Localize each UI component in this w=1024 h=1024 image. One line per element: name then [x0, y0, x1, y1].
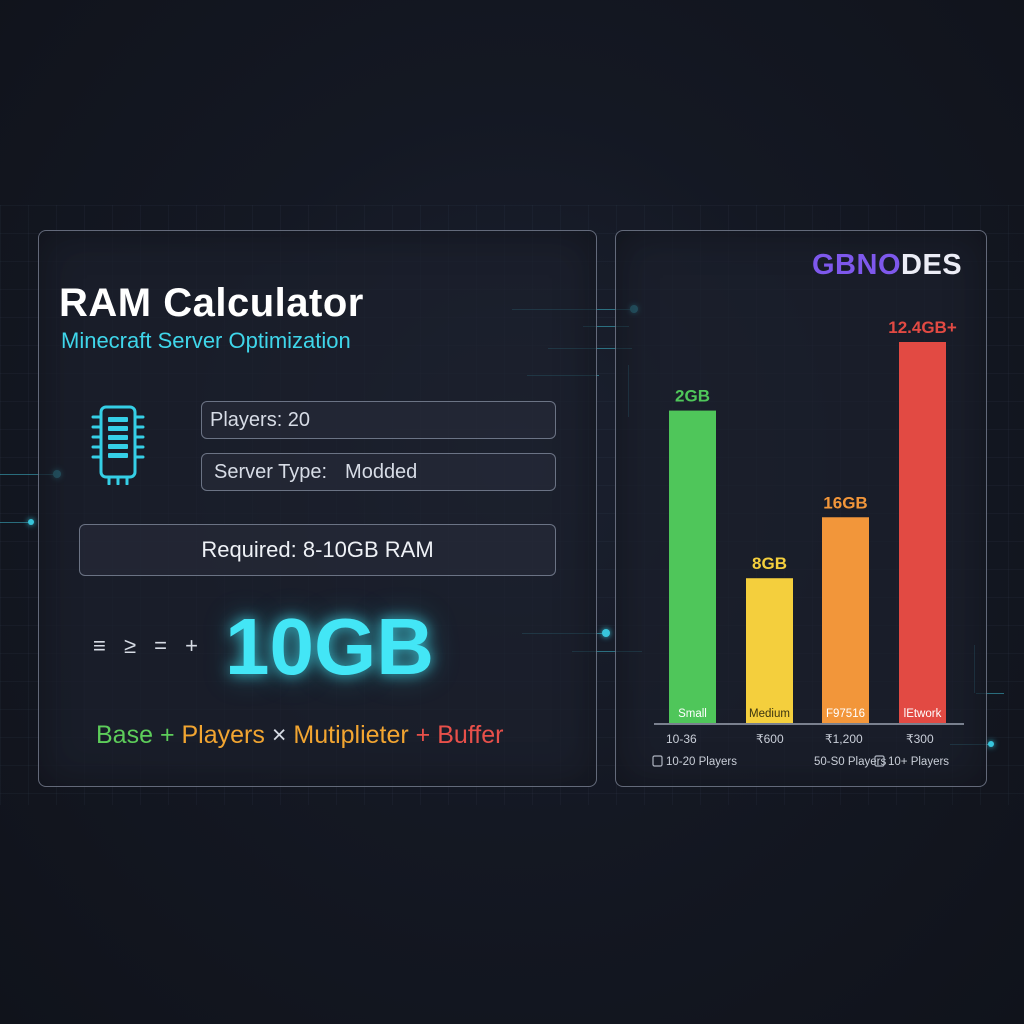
plan-players-label: 10+ Players: [888, 756, 949, 768]
operator-symbols: ≡ ≥ = +: [93, 633, 204, 658]
formula-plus: +: [159, 721, 175, 749]
plan-price-label: 10-36: [666, 732, 697, 746]
player-icon: [652, 755, 663, 767]
chart-bar: [899, 342, 946, 723]
circuit-trace: [0, 522, 30, 523]
formula-buffer: Buffer: [437, 721, 504, 749]
logo-part: GBNO: [812, 249, 901, 281]
ram-chip-icon: [91, 405, 145, 485]
ram-bar-chart: 2GB Small 10-36 10-20 Players 8GB Medium ₹600 1…: [652, 318, 964, 768]
formula-multiplier: Mutiplieter: [293, 721, 409, 749]
required-ram-box: Required: 8-10GB RAM: [79, 524, 556, 576]
bar-value-label: 12.4GB+: [888, 318, 957, 337]
formula-times: ×: [271, 721, 287, 749]
server-type-value: Modded: [345, 460, 418, 483]
circuit-trace: [976, 693, 1004, 694]
server-type-field[interactable]: Server Type: Modded: [201, 453, 556, 491]
chart-bar: [746, 578, 793, 723]
bar-category-label: Medium: [749, 708, 790, 720]
result-value: 10GB: [225, 602, 434, 691]
plan-players-label: 50-S0 Players: [814, 756, 886, 768]
bar-value-label: 16GB: [823, 493, 867, 512]
circuit-trace: [572, 651, 642, 652]
chart-bar: [669, 410, 716, 723]
page-subtitle: Minecraft Server Optimization: [61, 328, 351, 353]
server-type-label: Server Type:: [214, 460, 328, 483]
formula: Base + Players × Mutiplieter + Buffer: [96, 721, 503, 750]
players-field[interactable]: Players: 20: [201, 401, 556, 439]
plan-players-label: 10-20 Players: [666, 756, 737, 768]
circuit-trace: [583, 326, 629, 327]
bar-category-label: F97516: [826, 708, 865, 720]
bar-value-label: 2GB: [675, 387, 710, 406]
plan-price-label: ₹1,200: [825, 732, 863, 746]
required-ram-text: Required: 8-10GB RAM: [201, 537, 434, 562]
chart-bar: [822, 517, 869, 723]
formula-base: Base: [96, 721, 153, 749]
brand-logo: GBNODES: [812, 249, 962, 282]
plan-price-label: ₹300: [906, 732, 934, 746]
circuit-trace: [0, 474, 56, 475]
formula-plus: +: [415, 721, 431, 749]
players-field-text: Players: 20: [210, 408, 311, 431]
bar-category-label: lEtwork: [904, 708, 942, 720]
player-icon: [874, 755, 885, 767]
circuit-node: [602, 629, 610, 637]
formula-players: Players: [181, 721, 265, 749]
page-title: RAM Calculator: [59, 281, 364, 325]
logo-part: DES: [901, 249, 963, 281]
plan-price-label: ₹600: [756, 732, 784, 746]
circuit-node: [28, 519, 34, 525]
bar-category-label: Small: [678, 708, 707, 720]
bar-value-label: 8GB: [752, 554, 787, 573]
ram-calculator-panel: RAM Calculator Minecraft Server Optimiza…: [38, 230, 597, 787]
ram-plans-chart-panel: GBNODES 2GB Small 10-36 10-20 Players 8GB Med…: [615, 230, 987, 787]
circuit-node: [988, 741, 994, 747]
